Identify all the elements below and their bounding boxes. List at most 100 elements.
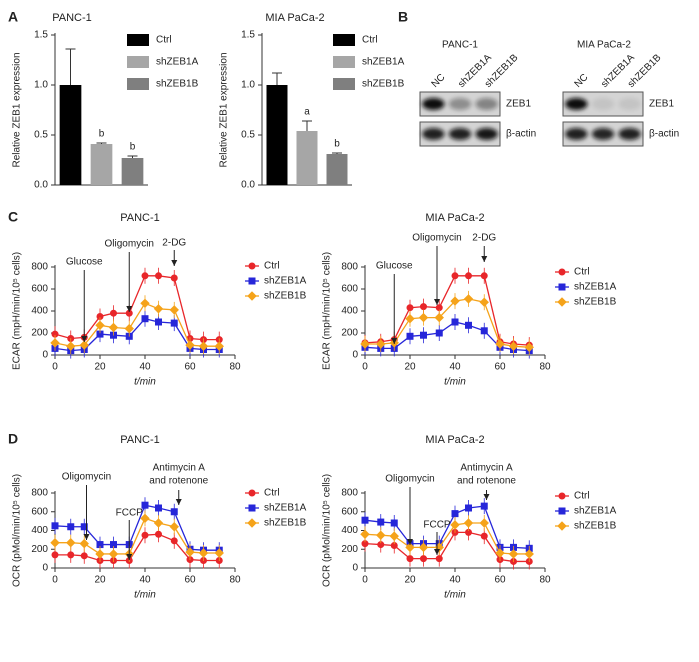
series-line — [54, 302, 220, 347]
marker — [361, 516, 369, 524]
bar — [121, 158, 144, 185]
annotation-text: Glucose — [66, 257, 103, 268]
x-tick-label: 40 — [139, 362, 151, 373]
y-tick-label: 0 — [352, 563, 358, 574]
marker — [214, 548, 224, 558]
marker — [110, 309, 117, 317]
y-tick-label: 800 — [341, 488, 358, 499]
x-tick-label: 60 — [494, 362, 506, 373]
legend-marker — [248, 489, 256, 497]
marker — [153, 518, 164, 528]
marker — [80, 523, 88, 531]
annotation-text: and rotenone — [149, 476, 208, 487]
marker — [480, 502, 488, 510]
x-tick-label: 20 — [94, 575, 106, 586]
y-tick-label: 1.0 — [241, 80, 255, 91]
blot-title: PANC-1 — [442, 40, 478, 51]
y-tick-label: 800 — [31, 262, 48, 273]
marker — [170, 274, 178, 282]
legend-label: shZEB1A — [156, 57, 199, 68]
marker — [463, 518, 474, 528]
y-tick-label: 1.0 — [34, 80, 48, 91]
arrow-head — [126, 306, 133, 312]
lane-label: NC — [573, 72, 591, 90]
y-tick-label: 0 — [352, 350, 358, 361]
y-axis-label: ECAR (mpH/min/10⁵ cells) — [322, 252, 333, 370]
bar — [326, 154, 348, 185]
annotation-text: Antimycin A — [460, 463, 513, 474]
marker — [465, 272, 472, 280]
legend-swatch — [127, 34, 149, 46]
legend-label: shZEB1B — [264, 291, 307, 302]
marker — [108, 549, 119, 559]
marker — [169, 305, 179, 315]
legend-marker — [248, 277, 256, 285]
blot-band — [591, 98, 615, 110]
significance-label: a — [304, 107, 310, 118]
legend-swatch — [333, 34, 355, 46]
y-tick-label: 600 — [341, 284, 358, 295]
marker — [420, 555, 427, 563]
marker — [377, 518, 385, 526]
panel-label: A — [8, 9, 18, 25]
marker — [451, 510, 459, 518]
marker — [406, 304, 414, 312]
marker — [66, 341, 76, 351]
arrow-head — [481, 256, 488, 262]
marker — [51, 551, 59, 559]
y-tick-label: 200 — [341, 544, 358, 555]
bar — [59, 85, 82, 185]
blot-band — [422, 98, 445, 110]
marker — [465, 321, 472, 329]
significance-label: b — [99, 129, 105, 140]
arrow-head — [83, 534, 90, 540]
legend-label: shZEB1A — [574, 282, 617, 293]
x-tick-label: 60 — [184, 362, 196, 373]
marker — [360, 339, 370, 349]
legend-label: shZEB1B — [156, 79, 199, 90]
marker — [450, 520, 460, 530]
x-axis-label: t/min — [444, 377, 466, 388]
significance-label: b — [130, 142, 136, 153]
legend-label: Ctrl — [264, 488, 280, 499]
y-tick-label: 1.5 — [34, 30, 48, 41]
significance-label: b — [334, 139, 340, 150]
x-tick-label: 60 — [184, 575, 196, 586]
blot-row-label: ZEB1 — [506, 99, 531, 110]
chart-title: PANC-1 — [120, 434, 160, 446]
marker — [463, 294, 474, 304]
marker — [479, 518, 489, 528]
x-tick-label: 80 — [229, 362, 241, 373]
marker — [141, 272, 149, 280]
legend-swatch — [333, 56, 355, 68]
x-axis-label: t/min — [134, 590, 156, 601]
arrow-head — [407, 539, 413, 545]
legend-label: shZEB1A — [574, 506, 617, 517]
legend-marker — [557, 521, 567, 531]
marker — [51, 522, 59, 530]
panel-label: B — [398, 9, 408, 25]
marker — [376, 339, 386, 349]
y-tick-label: 0.0 — [34, 180, 48, 191]
marker — [80, 552, 88, 560]
legend-label: Ctrl — [362, 35, 378, 46]
y-tick-label: 0 — [42, 350, 48, 361]
x-tick-label: 0 — [52, 362, 58, 373]
marker — [155, 318, 162, 326]
panel-label: D — [8, 431, 18, 447]
lane-label: NC — [430, 72, 448, 90]
marker — [451, 272, 459, 280]
annotation-text: 2-DG — [162, 238, 186, 249]
y-tick-label: 400 — [341, 306, 358, 317]
x-tick-label: 0 — [362, 362, 368, 373]
x-tick-label: 60 — [494, 575, 506, 586]
blot-band — [618, 98, 641, 110]
y-tick-label: 1.5 — [241, 30, 255, 41]
marker — [66, 537, 76, 548]
y-tick-label: 400 — [341, 525, 358, 536]
marker — [480, 272, 488, 280]
annotation-text: Oligomycin — [412, 233, 461, 244]
y-tick-label: 600 — [31, 284, 48, 295]
marker — [153, 304, 164, 314]
